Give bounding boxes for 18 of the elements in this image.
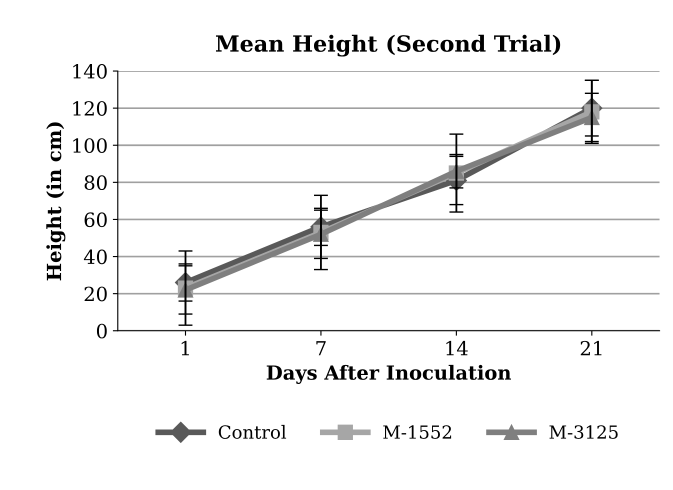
y-tick-label: 140 <box>73 64 107 79</box>
y-tick-label: 40 <box>84 250 107 264</box>
y-tick-label: 60 <box>84 212 107 228</box>
x-tick-label: 1 <box>182 340 189 356</box>
x-tick-label: 14 <box>446 340 468 356</box>
y-tick-label: 20 <box>84 286 107 302</box>
legend-label: M-1552 <box>383 425 452 439</box>
legend-label: Control <box>218 424 286 439</box>
y-axis-title: Height (in cm) <box>46 122 66 280</box>
y-tick-label: 120 <box>73 101 107 116</box>
y-tick-label: 0 <box>96 324 107 338</box>
y-tick-label: 100 <box>73 138 107 153</box>
x-tick-label: 7 <box>316 341 326 356</box>
chart-title: Mean Height (Second Trial) <box>216 34 560 57</box>
x-tick-label: 21 <box>580 340 602 356</box>
legend-label: M-3125 <box>549 425 618 439</box>
x-axis-title: Days After Inoculation <box>266 364 512 384</box>
y-tick-label: 80 <box>84 175 107 190</box>
